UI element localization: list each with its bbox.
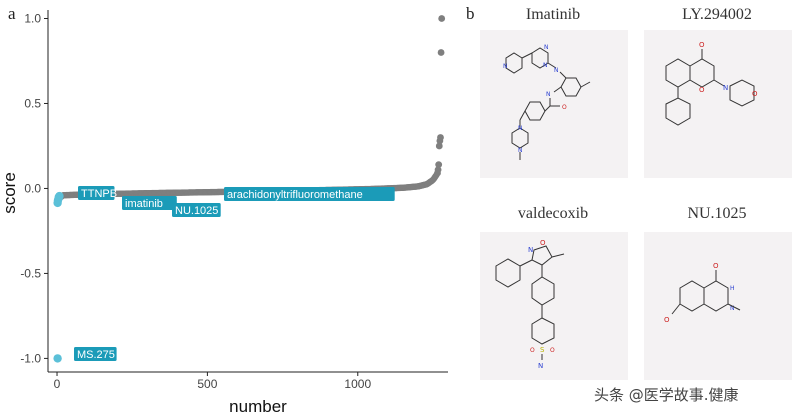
- annotation-box: [172, 203, 221, 217]
- svg-text:N: N: [730, 305, 735, 312]
- data-point-highlighted: [53, 354, 62, 363]
- annotation-box: [224, 187, 395, 201]
- panel-b-letter: b: [466, 4, 475, 23]
- svg-text:O: O: [540, 239, 546, 247]
- x-tick-label: 1000: [344, 377, 371, 391]
- x-axis-label: number: [229, 397, 287, 416]
- data-point-outlier: [437, 49, 445, 56]
- molecule-title-valdecoxib: valdecoxib: [517, 205, 589, 222]
- molecule-structure-ly294002: O O N O: [644, 30, 792, 178]
- annotation-label: TTNPB: [78, 186, 117, 200]
- svg-text:N: N: [518, 125, 523, 132]
- data-point-outlier: [435, 142, 443, 150]
- svg-text:O: O: [752, 90, 758, 98]
- score-scatter-plot: 1.0 0.5 0.0 -0.5 -1.0 0 500 1000 number score TTN…: [0, 10, 448, 416]
- svg-text:N: N: [544, 44, 549, 51]
- svg-text:H: H: [730, 285, 735, 292]
- svg-text:O: O: [550, 347, 555, 354]
- svg-text:O: O: [699, 41, 705, 49]
- svg-text:N: N: [546, 91, 551, 98]
- svg-text:N: N: [538, 362, 543, 370]
- annotation-text: TTNPB: [81, 188, 117, 200]
- x-tick-label: 500: [197, 377, 217, 391]
- panel-a-letter: a: [8, 4, 16, 23]
- molecule-title-imatinib: Imatinib: [525, 6, 581, 23]
- y-axis-label: score: [0, 172, 19, 214]
- svg-text:N: N: [518, 147, 523, 154]
- data-point-outlier: [438, 15, 446, 22]
- y-tick-label: 1.0: [24, 11, 41, 25]
- annotation-text: NU.1025: [175, 205, 218, 217]
- y-tick-label: 0.5: [24, 96, 41, 110]
- molecule-title-ly294002: LY.294002: [682, 6, 752, 23]
- annotation-text: imatinib: [125, 198, 163, 210]
- svg-text:O: O: [713, 262, 719, 270]
- watermark: 头条 @医学故事.健康: [594, 386, 739, 404]
- annotation-box: [122, 196, 177, 210]
- annotation-label: imatinib: [122, 196, 177, 210]
- svg-text:O: O: [699, 86, 705, 94]
- y-tick-label: -0.5: [20, 266, 41, 280]
- data-point-highlighted: [55, 191, 64, 201]
- point-annotations: TTNPB imatinib NU.1025 arachidonyltrifluoro…: [74, 186, 395, 361]
- annotation-label: MS.275: [74, 347, 117, 361]
- molecule-structure-valdecoxib: O N S O O N: [480, 232, 628, 380]
- data-point-outlier: [437, 134, 444, 141]
- molecule-structure-nu1025: O H N O: [644, 232, 792, 380]
- svg-text:O: O: [530, 347, 535, 354]
- data-point-outlier: [435, 161, 443, 169]
- annotation-label: arachidonyltrifluoromethane: [224, 187, 395, 201]
- svg-text:O: O: [664, 316, 670, 324]
- molecule-structure-imatinib: N N N N N O N N: [480, 30, 628, 178]
- y-tick-label: -1.0: [20, 351, 41, 365]
- svg-text:N: N: [543, 62, 548, 69]
- x-tick-label: 0: [54, 377, 61, 391]
- svg-text:S: S: [540, 346, 545, 354]
- data-point-outlier: [434, 166, 442, 174]
- molecule-title-nu1025: NU.1025: [687, 205, 747, 222]
- annotation-box: [74, 347, 117, 361]
- svg-text:N: N: [528, 246, 533, 254]
- annotation-text: arachidonyltrifluoromethane: [227, 189, 363, 201]
- annotation-box: [78, 186, 115, 200]
- y-tick-label: 0.0: [24, 181, 41, 195]
- svg-text:N: N: [503, 63, 508, 70]
- svg-text:N: N: [723, 84, 728, 92]
- annotation-text: MS.275: [77, 349, 115, 361]
- svg-text:N: N: [554, 67, 559, 74]
- annotation-label: NU.1025: [172, 203, 221, 217]
- svg-text:O: O: [562, 104, 567, 111]
- axes: 1.0 0.5 0.0 -0.5 -1.0 0 500 1000 number score: [0, 10, 448, 416]
